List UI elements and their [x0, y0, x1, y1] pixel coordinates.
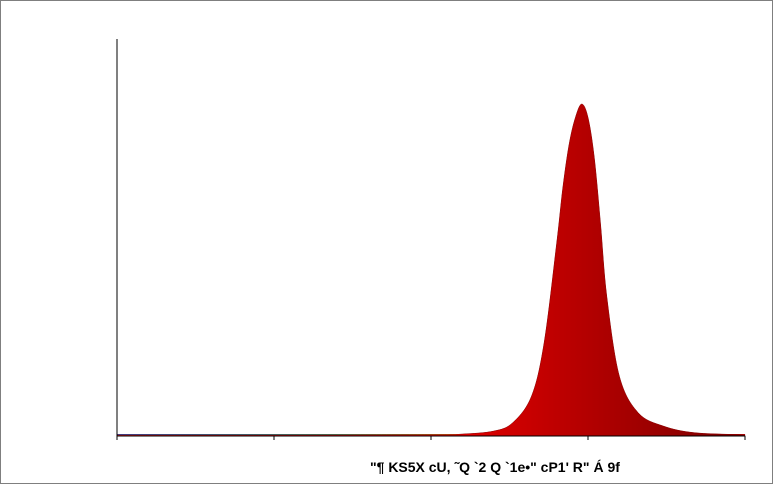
x-axis-label: "¶ KS5X cU, ˜Q `2 Q `1e•" cP1' R" Á 9f: [370, 459, 620, 475]
series-peak-area: [116, 103, 746, 437]
